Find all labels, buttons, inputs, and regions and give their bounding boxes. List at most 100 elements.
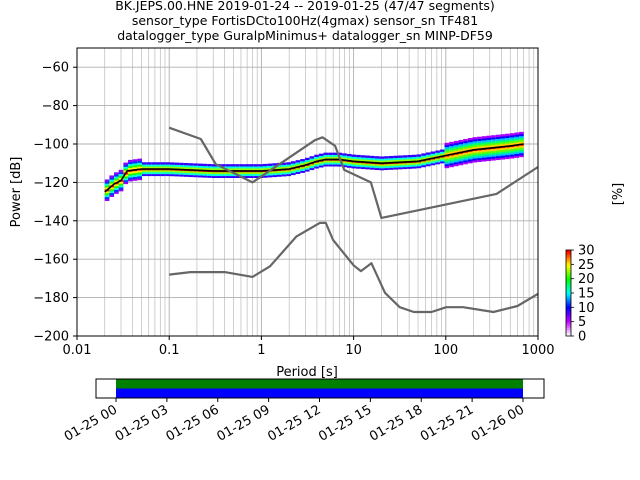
heatmap-cell <box>276 164 282 168</box>
heatmap-cell <box>346 155 352 159</box>
heatmap-cell <box>519 154 524 158</box>
heatmap-cell <box>458 139 464 143</box>
heatmap-cell <box>407 166 412 169</box>
heatmap-cell <box>286 166 291 169</box>
heatmap-cell <box>463 161 468 165</box>
heatmap-cell <box>202 175 208 178</box>
heatmap-cell <box>435 158 440 161</box>
heatmap-cell <box>477 140 482 143</box>
colorbar-segment <box>566 299 571 303</box>
heatmap-cell <box>258 171 264 175</box>
heatmap-cell <box>477 146 482 149</box>
heatmap-cell <box>416 165 422 169</box>
heatmap-cell <box>128 161 133 165</box>
heatmap-cell <box>239 166 245 169</box>
heatmap-cell <box>137 162 142 165</box>
heatmap-cell <box>118 189 124 192</box>
heatmap-cell <box>188 170 194 174</box>
heatmap-cell <box>495 142 501 145</box>
heatmap-cell <box>430 151 436 154</box>
heatmap-cell <box>519 141 524 144</box>
heatmap-cell <box>346 157 352 161</box>
heatmap-cell <box>425 163 431 167</box>
heatmap-cell <box>467 143 473 147</box>
heatmap-cell <box>467 157 473 160</box>
heatmap-cell <box>137 164 142 167</box>
heatmap-cell <box>444 156 450 159</box>
heatmap-cell <box>495 140 501 143</box>
heatmap-cell <box>263 163 268 167</box>
heatmap-cell <box>495 144 501 147</box>
heatmap-cell <box>435 150 440 153</box>
heatmap-cell <box>267 175 273 178</box>
heatmap-cell <box>118 183 124 186</box>
heatmap-cell <box>281 170 287 173</box>
heatmap-cell <box>481 159 487 162</box>
heatmap-cell <box>211 173 217 177</box>
heatmap-cell <box>337 162 343 165</box>
colorbar-segment <box>566 301 571 305</box>
heatmap-cell <box>444 163 450 167</box>
heatmap-cell <box>346 165 352 168</box>
heatmap-cell <box>505 151 510 154</box>
heatmap-cell <box>407 158 412 162</box>
heatmap-cell <box>346 161 352 164</box>
heatmap-cell <box>360 166 366 170</box>
heatmap-cell <box>398 165 403 168</box>
heatmap-cell <box>500 157 506 160</box>
heatmap-cell <box>444 160 450 163</box>
heatmap-cell <box>458 153 464 156</box>
heatmap-cell <box>398 157 403 160</box>
heatmap-cell <box>141 164 147 167</box>
heatmap-cell <box>109 183 115 186</box>
heatmap-cell <box>505 137 510 140</box>
heatmap-cell <box>491 148 496 151</box>
heatmap-cell <box>463 152 468 155</box>
x-tick-label: 1 <box>257 343 265 358</box>
timeline-tick-label: 01-26 00 <box>469 402 527 444</box>
heatmap-cell <box>202 173 208 176</box>
heatmap-cell <box>472 154 478 157</box>
heatmap-cell <box>323 164 329 167</box>
heatmap-cell <box>123 179 129 183</box>
heatmap-cell <box>137 177 142 181</box>
heatmap-cell <box>388 155 394 159</box>
heatmap-cell <box>481 140 487 143</box>
heatmap-cell <box>346 153 352 157</box>
heatmap-cell <box>300 162 305 166</box>
heatmap-cell <box>304 167 310 170</box>
heatmap-cell <box>505 152 510 156</box>
heatmap-cell <box>188 174 194 178</box>
heatmap-cell <box>132 176 138 179</box>
y-tick-label: −100 <box>33 138 69 153</box>
heatmap-cell <box>463 160 468 163</box>
heatmap-cell <box>374 158 380 161</box>
heatmap-cell <box>463 146 468 149</box>
heatmap-cell <box>318 153 324 156</box>
heatmap-cell <box>118 181 124 184</box>
heatmap-cell <box>407 162 412 165</box>
heatmap-cell <box>491 142 496 146</box>
heatmap-cell <box>481 157 487 160</box>
heatmap-cell <box>421 164 426 168</box>
colorbar-tick-label: 15 <box>578 287 595 302</box>
heatmap-cell <box>239 168 245 171</box>
heatmap-cell <box>118 169 124 173</box>
heatmap-cell <box>151 169 156 173</box>
heatmap-cell <box>253 164 259 167</box>
heatmap-cell <box>225 173 231 177</box>
heatmap-cell <box>402 162 408 166</box>
heatmap-cell <box>458 141 464 145</box>
heatmap-cell <box>519 145 524 148</box>
heatmap-cell <box>425 152 431 155</box>
heatmap-cell <box>132 174 138 177</box>
heatmap-cell <box>128 171 133 174</box>
heatmap-cell <box>323 152 329 155</box>
heatmap-cell <box>155 173 161 177</box>
title-line-2: sensor_type FortisDCto100Hz(4gmax) senso… <box>132 13 478 28</box>
heatmap-cell <box>453 158 459 161</box>
heatmap-cell <box>519 139 524 142</box>
heatmap-cell <box>193 171 198 174</box>
heatmap-cell <box>500 151 506 154</box>
heatmap-cell <box>514 132 520 135</box>
